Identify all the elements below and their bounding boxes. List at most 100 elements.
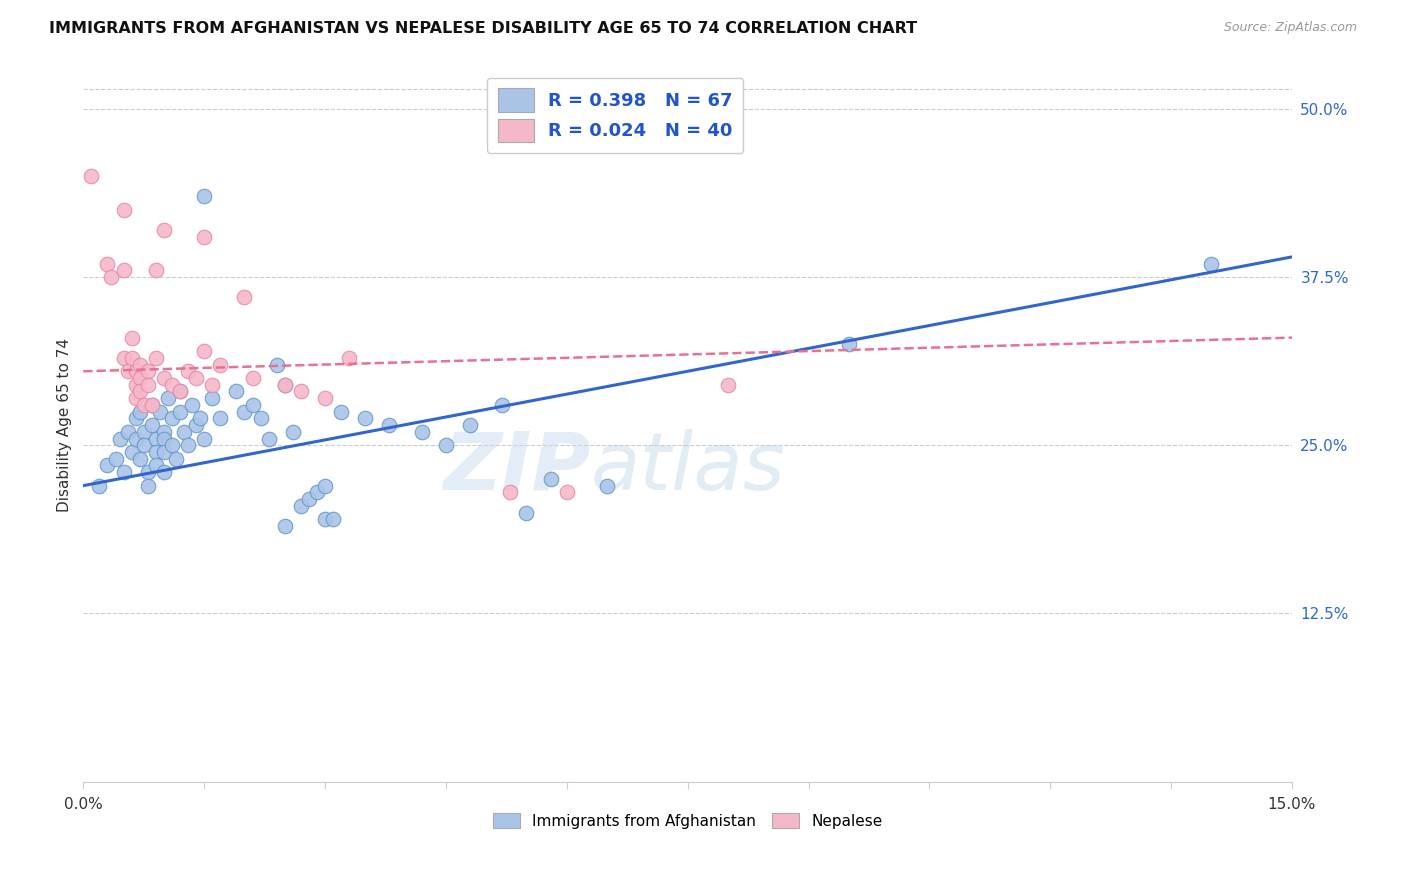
Point [378,418,401,433]
Point [128,384,150,399]
Point [193,344,215,359]
Point [209,411,232,425]
Point [177,364,200,378]
Point [128,404,150,418]
Point [305,485,328,500]
Point [108,432,131,446]
Point [112,263,135,277]
Point [290,384,312,399]
Point [124,377,146,392]
Point [124,432,146,446]
Point [274,377,297,392]
Point [274,377,297,392]
Point [169,384,191,399]
Point [160,377,183,392]
Point [153,223,176,237]
Point [153,445,176,459]
Point [136,377,159,392]
Point [337,351,360,365]
Point [104,451,127,466]
Point [169,404,191,418]
Point [314,478,336,492]
Point [233,404,256,418]
Point [515,506,537,520]
Point [136,478,159,492]
Point [298,492,321,507]
Point [141,398,163,412]
Point [434,438,457,452]
Point [145,351,167,365]
Text: ZIP: ZIP [443,429,591,507]
Point [717,377,740,392]
Point [193,189,215,203]
Point [132,425,155,439]
Point [540,472,562,486]
Point [132,398,155,412]
Point [160,411,183,425]
Text: Source: ZipAtlas.com: Source: ZipAtlas.com [1223,21,1357,35]
Point [411,425,433,439]
Point [322,512,344,526]
Text: atlas: atlas [591,429,786,507]
Point [153,371,176,385]
Point [121,445,143,459]
Point [136,364,159,378]
Point [458,418,481,433]
Point [112,465,135,479]
Point [121,351,143,365]
Point [201,377,224,392]
Y-axis label: Disability Age 65 to 74: Disability Age 65 to 74 [58,338,72,512]
Point [136,465,159,479]
Point [96,257,118,271]
Point [141,398,163,412]
Point [274,519,297,533]
Point [145,458,167,473]
Point [112,202,135,217]
Point [124,364,146,378]
Point [596,478,619,492]
Point [184,418,207,433]
Point [184,371,207,385]
Point [112,351,135,365]
Point [124,411,146,425]
Point [145,445,167,459]
Point [555,485,578,500]
Point [233,290,256,304]
Point [169,384,191,399]
Point [330,404,353,418]
Point [838,337,860,351]
Point [173,425,195,439]
Point [145,263,167,277]
Point [117,425,139,439]
Point [160,438,183,452]
Point [281,425,304,439]
Point [153,425,176,439]
Point [188,411,211,425]
Point [100,270,122,285]
Point [225,384,247,399]
Point [153,465,176,479]
Point [132,438,155,452]
Point [153,432,176,446]
Point [181,398,204,412]
Point [128,371,150,385]
Point [314,391,336,405]
Point [193,432,215,446]
Point [165,451,187,466]
Point [201,391,224,405]
Point [149,404,172,418]
Point [117,364,139,378]
Point [290,499,312,513]
Point [249,411,271,425]
Point [499,485,522,500]
Point [193,229,215,244]
Point [145,432,167,446]
Point [242,398,264,412]
Point [80,169,103,183]
Point [354,411,377,425]
Point [124,391,146,405]
Point [177,438,200,452]
Point [242,371,264,385]
Point [257,432,280,446]
Text: IMMIGRANTS FROM AFGHANISTAN VS NEPALESE DISABILITY AGE 65 TO 74 CORRELATION CHAR: IMMIGRANTS FROM AFGHANISTAN VS NEPALESE … [49,21,917,37]
